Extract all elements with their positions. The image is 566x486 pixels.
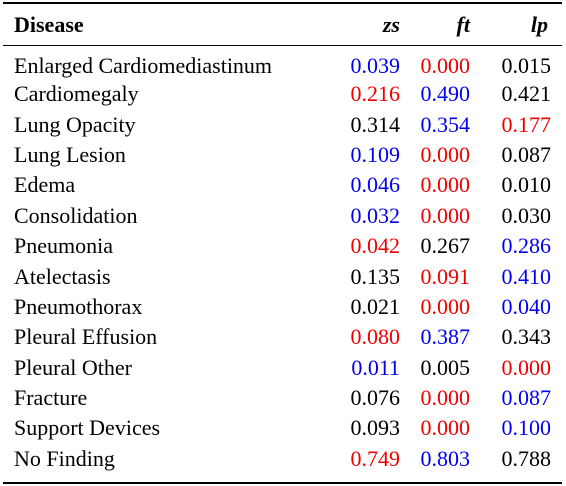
zs-cell: 0.749 <box>350 445 401 471</box>
zs-cell: 0.011 <box>351 354 400 380</box>
disease-cell: Enlarged Cardiomediastinum <box>14 53 273 78</box>
lp-cell: 0.040 <box>501 293 552 319</box>
zs-cell: 0.093 <box>350 415 401 441</box>
lp-cell: 0.286 <box>501 233 552 259</box>
lp-cell: 0.410 <box>501 263 552 289</box>
table-row: Lung Lesion 0.109 0.000 0.087 <box>3 140 562 170</box>
ft-cell: 0.000 <box>420 53 471 78</box>
ft-cell: 0.803 <box>420 445 471 471</box>
ft-cell: 0.000 <box>420 202 471 228</box>
disease-cell: Support Devices <box>14 415 161 441</box>
lp-cell: 0.788 <box>501 445 552 471</box>
zs-cell: 0.076 <box>350 385 401 411</box>
lp-cell: 0.087 <box>501 141 552 167</box>
table-header: Disease zs ft lp <box>3 4 562 45</box>
lp-cell: 0.177 <box>501 111 552 137</box>
header-rule <box>3 45 562 46</box>
lp-cell: 0.343 <box>501 324 552 350</box>
ft-cell: 0.000 <box>420 293 471 319</box>
table-row: Consolidation 0.032 0.000 0.030 <box>3 201 562 231</box>
zs-cell: 0.135 <box>350 263 401 289</box>
header-row: Disease zs ft lp <box>3 4 562 45</box>
table-row: Edema 0.046 0.000 0.010 <box>3 170 562 200</box>
zs-cell: 0.080 <box>350 324 401 350</box>
header-ft: ft <box>456 11 470 37</box>
table-body: Enlarged Cardiomediastinum 0.039 0.000 0… <box>3 45 562 474</box>
disease-cell: Pleural Effusion <box>14 324 158 350</box>
disease-cell: Cardiomegaly <box>14 81 139 107</box>
zs-cell: 0.039 <box>350 53 401 78</box>
lp-cell: 0.100 <box>501 415 552 441</box>
disease-cell: No Finding <box>14 445 115 471</box>
lp-cell: 0.087 <box>501 385 552 411</box>
zs-cell: 0.021 <box>350 293 401 319</box>
ft-cell: 0.490 <box>420 81 471 107</box>
table-row: Cardiomegaly 0.216 0.490 0.421 <box>3 79 562 109</box>
ft-cell: 0.387 <box>420 324 471 350</box>
disease-results-table: Disease zs ft lp Enlarged Cardiomediasti… <box>3 4 562 474</box>
table-row: Lung Opacity 0.314 0.354 0.177 <box>3 109 562 139</box>
zs-cell: 0.032 <box>350 202 401 228</box>
zs-cell: 0.042 <box>350 233 401 259</box>
disease-cell: Pleural Other <box>14 354 132 380</box>
ft-cell: 0.000 <box>420 385 471 411</box>
disease-cell: Consolidation <box>14 202 138 228</box>
lp-cell: 0.421 <box>501 81 552 107</box>
table-row: Fracture 0.076 0.000 0.087 <box>3 383 562 413</box>
ft-cell: 0.005 <box>420 354 471 380</box>
disease-cell: Lung Opacity <box>14 111 136 137</box>
ft-cell: 0.354 <box>420 111 471 137</box>
table-row: Pleural Other 0.011 0.005 0.000 <box>3 353 562 383</box>
header-disease: Disease <box>14 11 84 37</box>
disease-cell: Lung Lesion <box>14 141 126 167</box>
lp-cell: 0.000 <box>501 354 552 380</box>
table-row: Enlarged Cardiomediastinum 0.039 0.000 0… <box>3 45 562 79</box>
disease-cell: Fracture <box>14 385 88 411</box>
top-rule <box>3 2 562 4</box>
ft-cell: 0.000 <box>420 415 471 441</box>
ft-cell: 0.091 <box>420 263 471 289</box>
zs-cell: 0.314 <box>350 111 401 137</box>
table-row: Pleural Effusion 0.080 0.387 0.343 <box>3 322 562 352</box>
disease-cell: Edema <box>14 172 76 198</box>
ft-cell: 0.000 <box>420 141 471 167</box>
table-row: Support Devices 0.093 0.000 0.100 <box>3 413 562 443</box>
table-row: Pneumothorax 0.021 0.000 0.040 <box>3 292 562 322</box>
lp-cell: 0.015 <box>501 53 552 78</box>
ft-cell: 0.000 <box>420 172 471 198</box>
disease-cell: Pneumonia <box>14 233 113 259</box>
header-zs: zs <box>382 11 400 37</box>
disease-cell: Atelectasis <box>14 263 111 289</box>
table-row: No Finding 0.749 0.803 0.788 <box>3 444 562 474</box>
lp-cell: 0.010 <box>501 172 552 198</box>
table-row: Atelectasis 0.135 0.091 0.410 <box>3 261 562 291</box>
zs-cell: 0.109 <box>350 141 401 167</box>
header-lp: lp <box>530 11 548 37</box>
lp-cell: 0.030 <box>501 202 552 228</box>
disease-cell: Pneumothorax <box>14 293 143 319</box>
zs-cell: 0.046 <box>350 172 401 198</box>
ft-cell: 0.267 <box>420 233 471 259</box>
bottom-rule <box>3 482 562 484</box>
table-row: Pneumonia 0.042 0.267 0.286 <box>3 231 562 261</box>
zs-cell: 0.216 <box>350 81 401 107</box>
